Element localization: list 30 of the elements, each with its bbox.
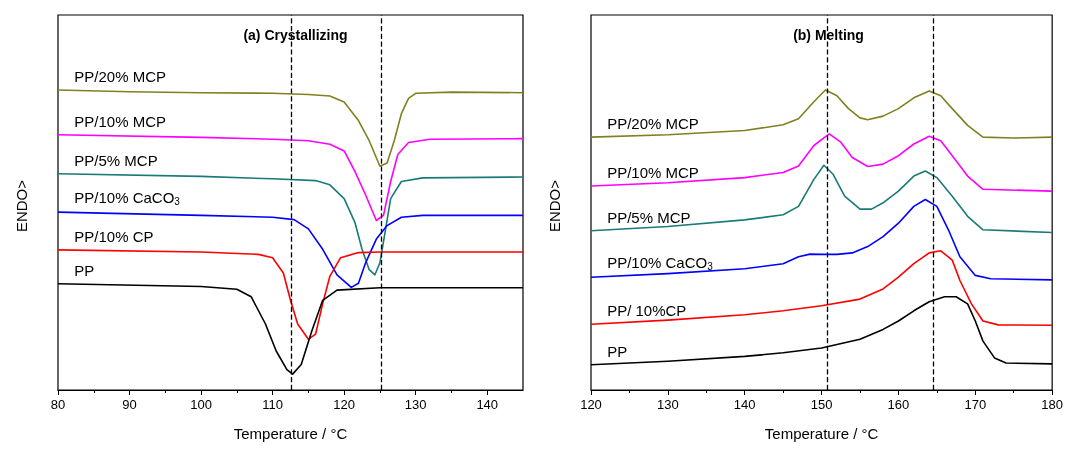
series-label: PP bbox=[74, 261, 95, 279]
x-tick-label: 130 bbox=[657, 397, 679, 412]
series-label: PP/5% MCP bbox=[607, 208, 691, 226]
series-label: PP/10% MCP bbox=[74, 112, 166, 130]
x-tick-label: 90 bbox=[122, 397, 137, 412]
series-label: PP/5% MCP bbox=[74, 151, 158, 169]
series-label: PP/20% MCP bbox=[74, 68, 166, 85]
series-label: PP bbox=[607, 342, 628, 360]
y-axis-title: ENDO> bbox=[546, 179, 563, 233]
series-label: PP/10% CP bbox=[74, 227, 154, 245]
x-tick-label: 150 bbox=[810, 397, 833, 412]
x-tick-label: 120 bbox=[333, 397, 356, 412]
x-tick-label: 130 bbox=[404, 397, 427, 412]
x-axis-title: Temperature / °C bbox=[764, 425, 879, 442]
chart-title: (a) Crystallizing bbox=[243, 27, 348, 43]
series-label: PP/20% MCP bbox=[607, 115, 699, 133]
series-label: PP/10% MCP bbox=[607, 164, 699, 181]
x-tick-label: 180 bbox=[1041, 397, 1064, 412]
x-axis-title: Temperature / °C bbox=[233, 425, 348, 442]
x-tick-label: 140 bbox=[733, 397, 756, 412]
chart-title: (b) Melting bbox=[793, 27, 864, 43]
y-axis-title: ENDO> bbox=[13, 179, 30, 233]
x-tick-label: 160 bbox=[887, 397, 910, 412]
x-tick-label: 140 bbox=[476, 397, 499, 412]
x-tick-label: 80 bbox=[50, 397, 66, 412]
x-tick-label: 170 bbox=[964, 397, 987, 412]
x-tick-label: 120 bbox=[580, 397, 602, 412]
x-tick-label: 110 bbox=[262, 397, 283, 412]
series-label: PP/ 10%CP bbox=[607, 302, 687, 320]
x-tick-label: 100 bbox=[190, 397, 212, 412]
